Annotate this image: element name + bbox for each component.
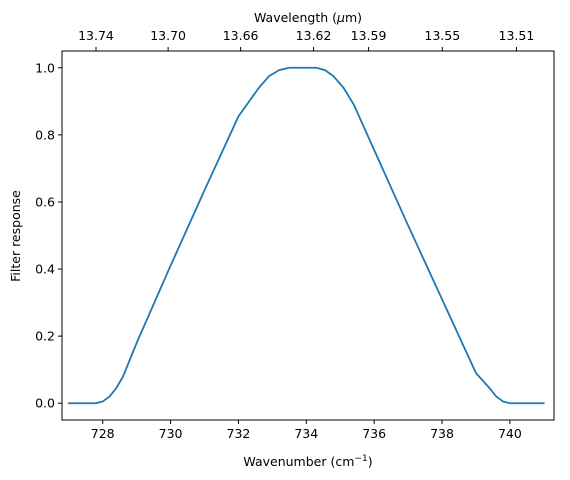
x-tick-label: 730 [159, 426, 183, 441]
y-axis-ticks: 0.0 0.2 0.4 0.6 0.8 1.0 [35, 60, 62, 411]
x-tick-label: 734 [294, 426, 318, 441]
x-axis-title: Wavenumber (cm−1) [243, 454, 372, 469]
x-tick-label: 738 [430, 426, 454, 441]
series-line-0 [67, 66, 545, 405]
y-tick-label: 0.0 [35, 396, 55, 411]
x-tick-label: 732 [227, 426, 251, 441]
y-tick-label: 0.6 [35, 194, 55, 209]
y-axis-title: Filter response [8, 190, 23, 282]
y-tick-label: 1.0 [35, 60, 55, 75]
top-tick-label: 13.59 [351, 28, 387, 43]
top-tick-label: 13.51 [499, 28, 535, 43]
x-tick-label: 740 [498, 426, 522, 441]
series-layer [67, 66, 545, 405]
top-tick-label: 13.66 [223, 28, 259, 43]
top-tick-label: 13.70 [150, 28, 186, 43]
x-tick-label: 728 [91, 426, 115, 441]
x-tick-label: 736 [362, 426, 386, 441]
top-tick-label: 13.55 [424, 28, 460, 43]
y-tick-label: 0.4 [35, 262, 55, 277]
top-tick-label: 13.62 [296, 28, 332, 43]
x-axis-ticks: 728 730 732 734 736 738 740 [91, 420, 522, 441]
top-axis-title: Wavelength (μm) [254, 10, 362, 25]
y-tick-label: 0.2 [35, 329, 55, 344]
top-tick-label: 13.74 [78, 28, 114, 43]
plot-area [61, 50, 555, 421]
top-axis-ticks: 13.74 13.70 13.66 13.62 13.59 13.55 13.51 [78, 28, 534, 51]
y-tick-label: 0.8 [35, 127, 55, 142]
